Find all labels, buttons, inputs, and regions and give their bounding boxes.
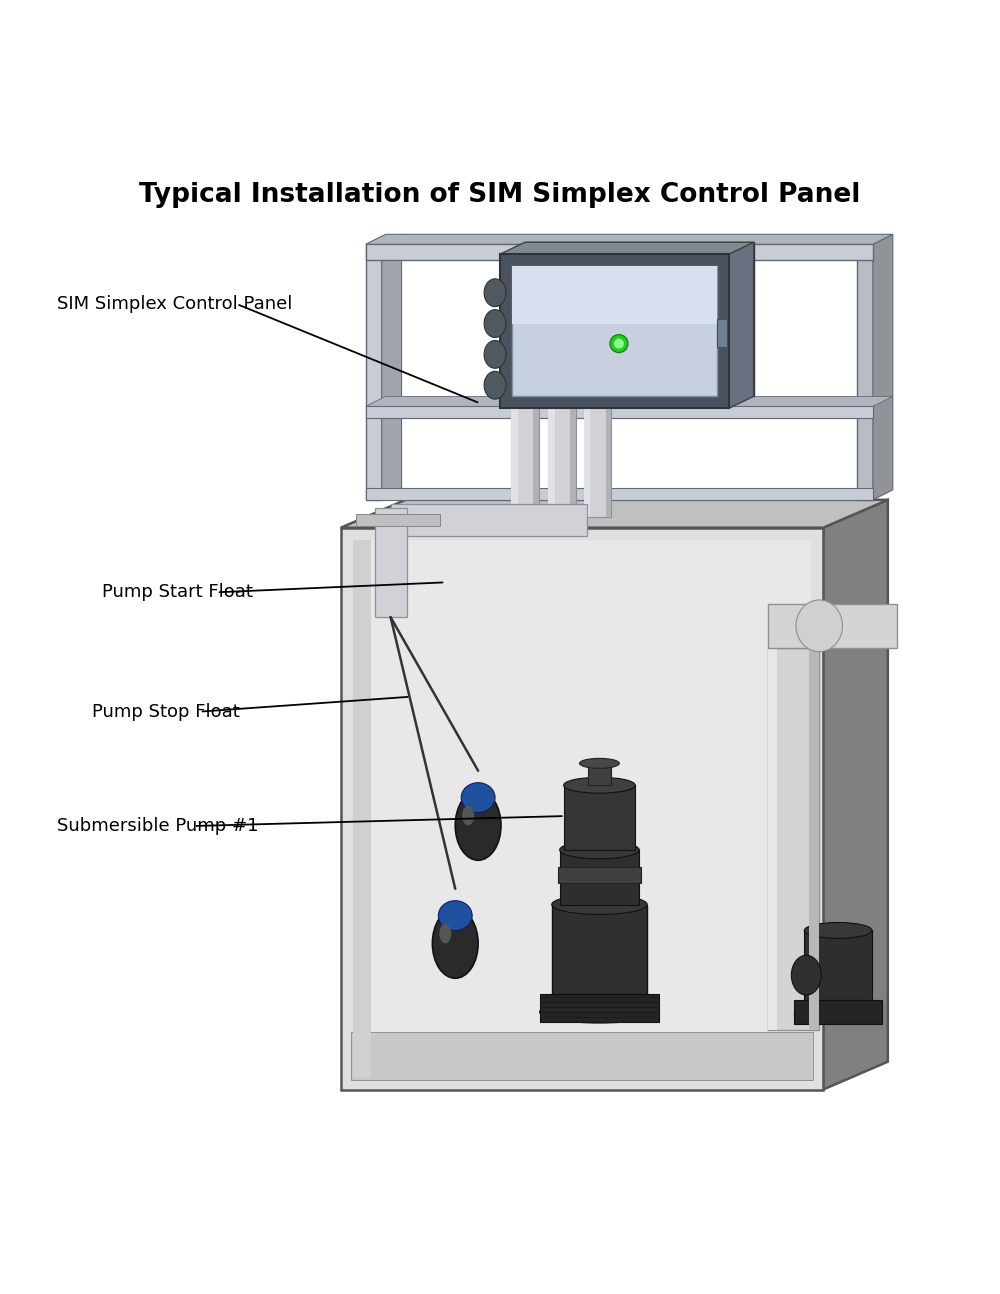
Polygon shape	[729, 242, 754, 409]
Polygon shape	[341, 499, 888, 528]
Text: Pump Start Float: Pump Start Float	[102, 584, 253, 602]
FancyBboxPatch shape	[857, 245, 873, 499]
FancyBboxPatch shape	[768, 604, 897, 648]
FancyBboxPatch shape	[570, 406, 576, 516]
FancyBboxPatch shape	[341, 528, 823, 1090]
Text: Typical Installation of SIM Simplex Control Panel: Typical Installation of SIM Simplex Cont…	[139, 181, 861, 207]
FancyBboxPatch shape	[804, 930, 872, 1000]
FancyBboxPatch shape	[768, 648, 819, 1030]
Circle shape	[614, 339, 624, 348]
Text: SIM Simplex Control Panel: SIM Simplex Control Panel	[57, 295, 293, 313]
Ellipse shape	[461, 783, 495, 813]
Ellipse shape	[552, 894, 647, 915]
Ellipse shape	[484, 309, 506, 338]
FancyBboxPatch shape	[366, 406, 873, 418]
FancyBboxPatch shape	[809, 648, 819, 1030]
Polygon shape	[382, 234, 402, 499]
Polygon shape	[500, 242, 754, 254]
Ellipse shape	[796, 600, 842, 652]
Ellipse shape	[484, 340, 506, 369]
Ellipse shape	[439, 924, 451, 943]
Ellipse shape	[794, 1005, 882, 1024]
FancyBboxPatch shape	[564, 785, 635, 850]
FancyBboxPatch shape	[606, 406, 611, 516]
Polygon shape	[366, 234, 893, 245]
Ellipse shape	[484, 278, 506, 307]
Polygon shape	[873, 234, 893, 499]
Ellipse shape	[564, 778, 635, 793]
FancyBboxPatch shape	[560, 850, 639, 905]
Text: Submersible Pump #1: Submersible Pump #1	[57, 817, 259, 835]
FancyBboxPatch shape	[366, 245, 382, 499]
FancyBboxPatch shape	[548, 406, 576, 516]
FancyBboxPatch shape	[512, 267, 717, 324]
Ellipse shape	[540, 1002, 659, 1022]
Ellipse shape	[432, 908, 478, 978]
FancyBboxPatch shape	[512, 267, 717, 396]
Ellipse shape	[804, 923, 872, 938]
FancyBboxPatch shape	[552, 905, 647, 994]
Ellipse shape	[455, 791, 501, 861]
FancyBboxPatch shape	[533, 406, 539, 516]
FancyBboxPatch shape	[351, 1031, 813, 1079]
Circle shape	[610, 335, 628, 352]
Ellipse shape	[462, 806, 474, 826]
FancyBboxPatch shape	[525, 242, 754, 396]
Polygon shape	[823, 499, 888, 1090]
FancyBboxPatch shape	[511, 406, 539, 516]
FancyBboxPatch shape	[353, 540, 371, 1078]
FancyBboxPatch shape	[717, 318, 727, 347]
Ellipse shape	[560, 841, 639, 859]
Ellipse shape	[484, 371, 506, 399]
FancyBboxPatch shape	[558, 867, 641, 883]
FancyBboxPatch shape	[584, 406, 590, 516]
Ellipse shape	[791, 955, 821, 995]
FancyBboxPatch shape	[794, 1000, 882, 1024]
FancyBboxPatch shape	[375, 507, 407, 617]
FancyBboxPatch shape	[366, 245, 873, 260]
Polygon shape	[366, 396, 893, 406]
FancyBboxPatch shape	[540, 994, 659, 1022]
FancyBboxPatch shape	[768, 648, 777, 1030]
FancyBboxPatch shape	[548, 406, 555, 516]
FancyBboxPatch shape	[366, 488, 873, 499]
FancyBboxPatch shape	[356, 514, 440, 525]
FancyBboxPatch shape	[500, 254, 729, 409]
FancyBboxPatch shape	[588, 763, 611, 785]
Ellipse shape	[580, 758, 619, 769]
FancyBboxPatch shape	[584, 406, 611, 516]
FancyBboxPatch shape	[511, 406, 518, 516]
Ellipse shape	[438, 901, 472, 930]
FancyBboxPatch shape	[391, 503, 587, 536]
FancyBboxPatch shape	[353, 540, 811, 1078]
Text: Pump Stop Float: Pump Stop Float	[92, 703, 240, 721]
